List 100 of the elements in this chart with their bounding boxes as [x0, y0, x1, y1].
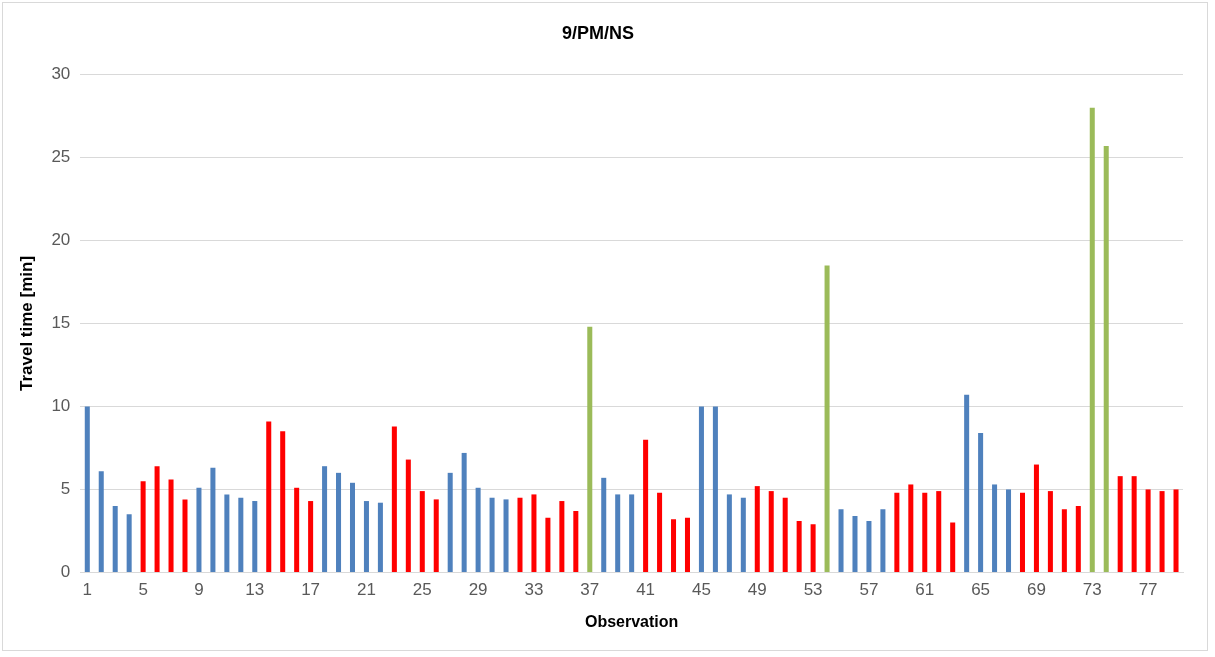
x-tick-label: 57 — [859, 580, 879, 600]
bar — [322, 466, 328, 572]
bar — [461, 452, 467, 572]
bar — [824, 265, 830, 572]
bar — [698, 406, 704, 572]
bar — [196, 487, 202, 572]
bar — [154, 466, 160, 572]
bar — [643, 439, 649, 572]
x-tick-label: 25 — [412, 580, 432, 600]
x-tick-label: 49 — [747, 580, 767, 600]
x-tick-label: 37 — [580, 580, 600, 600]
bar — [1117, 476, 1123, 572]
bar — [308, 501, 314, 572]
bar — [1173, 489, 1179, 572]
x-tick-label: 41 — [636, 580, 656, 600]
bar — [224, 494, 230, 572]
y-tick-label: 10 — [51, 396, 71, 416]
x-axis-title: Observation — [584, 612, 679, 630]
bar — [587, 326, 593, 572]
bar — [391, 426, 397, 572]
bar — [684, 517, 690, 572]
bar — [475, 487, 481, 572]
bar — [112, 506, 118, 572]
bar — [84, 406, 90, 572]
bar — [280, 431, 286, 572]
x-tick-label: 45 — [691, 580, 711, 600]
bar — [517, 497, 523, 572]
x-tick-label: 33 — [524, 580, 544, 600]
bar — [1019, 492, 1025, 572]
bar — [1131, 476, 1137, 572]
y-tick-label: 15 — [51, 313, 71, 333]
bar — [629, 494, 635, 572]
bar — [363, 501, 369, 572]
bar — [838, 509, 844, 572]
bar — [601, 477, 607, 572]
x-tick-label: 9 — [194, 580, 204, 600]
bar — [810, 524, 816, 572]
bar — [266, 421, 272, 572]
x-tick-label: 77 — [1138, 580, 1158, 600]
bar — [405, 459, 411, 572]
bar — [1103, 145, 1109, 572]
bar — [615, 494, 621, 572]
x-tick-label: 17 — [301, 580, 321, 600]
y-tick-label: 25 — [51, 147, 71, 167]
bar — [182, 499, 188, 572]
bar — [726, 494, 732, 572]
bar — [880, 509, 886, 572]
bar — [1075, 506, 1081, 572]
x-tick-label: 69 — [1026, 580, 1046, 600]
bar — [950, 522, 956, 572]
bar — [796, 520, 802, 572]
chart-title: 9/PM/NS — [561, 22, 635, 43]
bar — [992, 484, 998, 572]
bar — [894, 492, 900, 572]
x-tick-label: 53 — [803, 580, 823, 600]
y-axis-title: Travel time [min] — [16, 255, 36, 392]
bar — [503, 499, 509, 572]
bar — [1033, 464, 1039, 572]
bar — [252, 501, 258, 572]
bar — [447, 472, 453, 572]
bar — [740, 497, 746, 572]
x-tick-label: 61 — [915, 580, 935, 600]
y-tick-label: 30 — [51, 64, 71, 84]
bar — [294, 487, 300, 572]
bar — [210, 467, 216, 572]
bar — [1047, 491, 1053, 572]
bar — [964, 394, 970, 572]
bar — [377, 502, 383, 572]
bar — [559, 501, 565, 572]
x-tick-label: 73 — [1082, 580, 1102, 600]
bar — [1159, 491, 1165, 572]
bar — [978, 433, 984, 572]
bar — [489, 497, 495, 572]
bar — [1006, 489, 1012, 572]
bar — [866, 520, 872, 572]
bar — [1061, 509, 1067, 572]
bar — [98, 471, 104, 572]
x-tick-label: 21 — [356, 580, 376, 600]
bar — [140, 481, 146, 572]
x-tick-label: 1 — [82, 580, 93, 600]
bar — [1145, 489, 1151, 572]
bar — [573, 511, 579, 572]
bar — [545, 517, 551, 572]
bar — [782, 497, 788, 572]
bar — [168, 479, 174, 572]
bar — [908, 484, 914, 572]
bar — [433, 499, 439, 572]
x-tick-label: 5 — [138, 580, 148, 600]
bar — [1089, 107, 1095, 572]
bar — [754, 486, 760, 572]
bar — [419, 491, 425, 572]
bar — [238, 497, 244, 572]
bar — [671, 519, 677, 572]
bar — [768, 491, 774, 572]
x-tick-label: 13 — [245, 580, 265, 600]
bar — [922, 492, 928, 572]
x-tick-label: 29 — [468, 580, 488, 600]
x-tick-label: 65 — [971, 580, 991, 600]
y-tick-label: 0 — [60, 562, 71, 582]
bar — [349, 482, 356, 572]
